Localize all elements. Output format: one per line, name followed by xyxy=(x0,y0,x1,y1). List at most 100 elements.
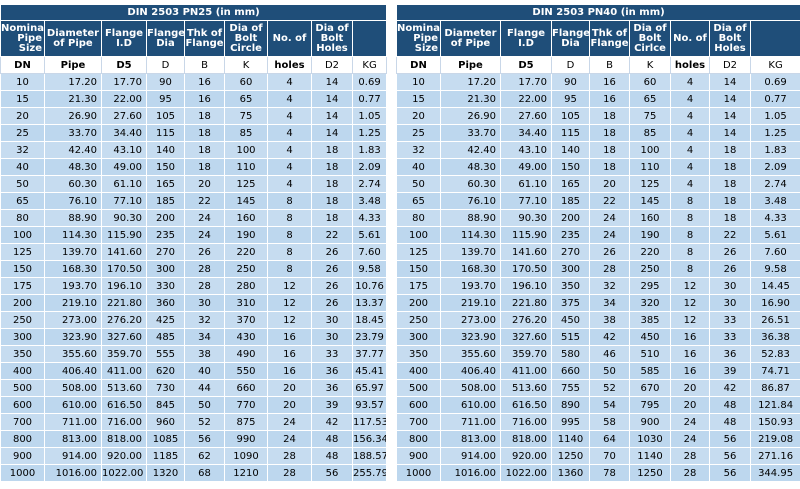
nominal-pipe-size-cell: 50 xyxy=(396,175,441,193)
table-row: 150 168.30 170.50 300 28 250 8 26 9.58 xyxy=(396,260,800,278)
dia-of-bolt-circle-unit: K xyxy=(224,56,268,74)
diameter-of-pipe-cell: 711.00 xyxy=(440,413,501,431)
weight-cell: 1.05 xyxy=(749,107,800,125)
table-row: 150 168.30 170.50 300 28 250 8 26 9.58 xyxy=(0,260,388,278)
dia-of-bolt-holes-cell: 18 xyxy=(311,209,353,227)
dia-of-bolt-circle-cell: 795 xyxy=(629,396,671,414)
table-row: 15 21.30 22.00 95 16 65 4 14 0.77 xyxy=(396,90,800,108)
table-row: 80 88.90 90.30 200 24 160 8 18 4.33 xyxy=(396,209,800,227)
flange-id-cell: 90.30 xyxy=(101,209,147,227)
weight-cell: 9.58 xyxy=(749,260,800,278)
dia-of-bolt-circle-cell: 190 xyxy=(224,226,268,244)
flange-id-cell: 43.10 xyxy=(500,141,552,159)
dia-of-bolt-holes-cell: 22 xyxy=(709,226,751,244)
diameter-of-pipe-cell: 406.40 xyxy=(44,362,102,380)
weight-cell: 93.57 xyxy=(351,396,388,414)
thk-of-flange-cell: 26 xyxy=(589,243,630,261)
dia-of-bolt-holes-cell: 18 xyxy=(311,192,353,210)
dia-of-bolt-circle-cell: 85 xyxy=(629,124,671,142)
thk-of-flange-cell: 50 xyxy=(184,396,225,414)
table-title-row: DIN 2503 PN40 (in mm) xyxy=(395,4,800,21)
weight-cell: 4.33 xyxy=(749,209,800,227)
nominal-pipe-size-cell: 200 xyxy=(0,294,45,312)
dia-of-bolt-circle-cell: 510 xyxy=(629,345,671,363)
dia-of-bolt-circle-cell: 1210 xyxy=(224,464,268,482)
dia-of-bolt-circle-cell: 100 xyxy=(629,141,671,159)
thk-of-flange-cell: 30 xyxy=(184,294,225,312)
thk-of-flange-cell: 40 xyxy=(184,362,225,380)
flange-id-cell: 359.70 xyxy=(101,345,147,363)
weight-cell: 0.77 xyxy=(351,90,388,108)
weight-cell: 52.83 xyxy=(749,345,800,363)
dia-of-bolt-circle-cell: 1030 xyxy=(629,430,671,448)
table-row: 400 406.40 411.00 620 40 550 16 36 45.41 xyxy=(0,362,388,380)
no-of-holes-unit: holes xyxy=(670,56,710,74)
flange-id-cell: 920.00 xyxy=(500,447,552,465)
nominal-pipe-size-cell: 100 xyxy=(396,226,441,244)
nominal-pipe-size-cell: 1000 xyxy=(0,464,45,482)
table-row: 100 114.30 115.90 235 24 190 8 22 5.61 xyxy=(0,226,388,244)
weight-header xyxy=(351,20,388,57)
flange-id-cell: 359.70 xyxy=(500,345,552,363)
no-of-holes-cell: 16 xyxy=(670,345,710,363)
diameter-of-pipe-cell: 17.20 xyxy=(44,73,102,91)
nominal-pipe-size-header: Nominal Pipe Size xyxy=(0,20,45,57)
no-of-holes-cell: 12 xyxy=(670,277,710,295)
no-of-holes-cell: 4 xyxy=(670,175,710,193)
no-of-holes-cell: 24 xyxy=(267,430,312,448)
no-of-holes-cell: 4 xyxy=(670,124,710,142)
no-of-holes-cell: 4 xyxy=(267,175,312,193)
dia-of-bolt-holes-cell: 26 xyxy=(311,294,353,312)
thk-of-flange-cell: 56 xyxy=(184,430,225,448)
weight-cell: 86.87 xyxy=(749,379,800,397)
no-of-holes-cell: 4 xyxy=(670,73,710,91)
nominal-pipe-size-cell: 32 xyxy=(396,141,441,159)
weight-cell: 2.74 xyxy=(351,175,388,193)
thk-of-flange-cell: 78 xyxy=(589,464,630,482)
dia-of-bolt-holes-cell: 30 xyxy=(709,294,751,312)
nominal-pipe-size-cell: 80 xyxy=(0,209,45,227)
nominal-pipe-size-cell: 800 xyxy=(396,430,441,448)
diameter-of-pipe-cell: 355.60 xyxy=(44,345,102,363)
thk-of-flange-cell: 38 xyxy=(184,345,225,363)
nominal-pipe-size-cell: 400 xyxy=(396,362,441,380)
flange-dia-cell: 425 xyxy=(146,311,185,329)
thk-of-flange-cell: 54 xyxy=(589,396,630,414)
flange-id-cell: 818.00 xyxy=(101,430,147,448)
diameter-of-pipe-cell: 21.30 xyxy=(440,90,501,108)
dia-of-bolt-circle-cell: 250 xyxy=(629,260,671,278)
table-row: 1000 1016.00 1022.00 1360 78 1250 28 56 344.95 xyxy=(396,464,800,482)
column-header-row: Nominal Pipe Size Diameter of Pipe Flange … xyxy=(396,20,800,57)
dia-of-bolt-holes-cell: 22 xyxy=(311,226,353,244)
no-of-holes-cell: 8 xyxy=(267,226,312,244)
weight-cell: 10.76 xyxy=(351,277,388,295)
flange-dia-cell: 1185 xyxy=(146,447,185,465)
dia-of-bolt-holes-unit: D2 xyxy=(709,56,751,74)
flange-dia-cell: 235 xyxy=(146,226,185,244)
diameter-of-pipe-cell: 273.00 xyxy=(440,311,501,329)
dia-of-bolt-circle-cell: 490 xyxy=(224,345,268,363)
thk-of-flange-unit: B xyxy=(184,56,225,74)
thk-of-flange-cell: 32 xyxy=(589,277,630,295)
diameter-of-pipe-cell: 76.10 xyxy=(440,192,501,210)
thk-of-flange-cell: 22 xyxy=(184,192,225,210)
weight-cell: 219.08 xyxy=(749,430,800,448)
weight-cell: 45.41 xyxy=(351,362,388,380)
table-row: 125 139.70 141.60 270 26 220 8 26 7.60 xyxy=(396,243,800,261)
diameter-of-pipe-cell: 26.90 xyxy=(44,107,102,125)
weight-cell: 121.84 xyxy=(749,396,800,414)
no-of-holes-cell: 4 xyxy=(267,107,312,125)
nominal-pipe-size-header: Nominal Pipe Size xyxy=(396,20,441,57)
flange-dia-cell: 755 xyxy=(551,379,590,397)
dia-of-bolt-holes-cell: 30 xyxy=(311,311,353,329)
weight-cell: 0.77 xyxy=(749,90,800,108)
thk-of-flange-cell: 18 xyxy=(184,107,225,125)
nominal-pipe-size-cell: 1000 xyxy=(396,464,441,482)
thk-of-flange-cell: 68 xyxy=(184,464,225,482)
nominal-pipe-size-cell: 175 xyxy=(396,277,441,295)
flange-dia-cell: 235 xyxy=(551,226,590,244)
nominal-pipe-size-cell: 150 xyxy=(0,260,45,278)
dia-of-bolt-circle-cell: 990 xyxy=(224,430,268,448)
thk-of-flange-cell: 24 xyxy=(184,226,225,244)
flange-dia-cell: 1250 xyxy=(551,447,590,465)
